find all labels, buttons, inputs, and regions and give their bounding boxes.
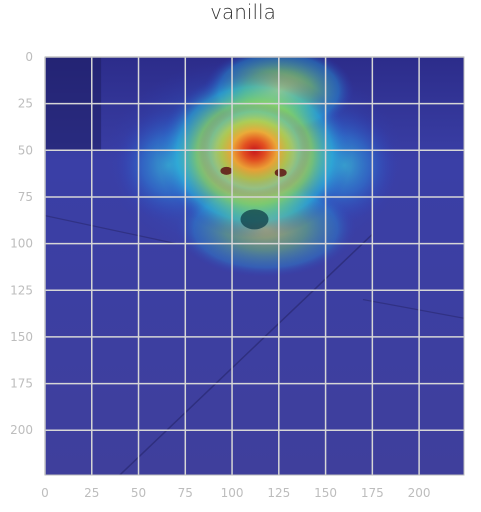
photo-floor-line [119, 233, 373, 475]
y-tick-label: 200 [10, 423, 33, 437]
x-tick-label: 100 [221, 486, 244, 500]
y-tick-label: 100 [10, 237, 33, 251]
x-tick-label: 75 [178, 486, 193, 500]
x-tick-label: 125 [267, 486, 290, 500]
y-tick-label: 50 [18, 143, 33, 157]
y-tick-label: 175 [10, 377, 33, 391]
photo-floor-line [45, 215, 177, 245]
x-tick-label: 175 [361, 486, 384, 500]
y-tick-label: 25 [18, 97, 33, 111]
heatmap-layer [104, 57, 405, 278]
dog-nose [240, 209, 269, 230]
x-tick-label: 25 [84, 486, 99, 500]
plot-frame [44, 56, 465, 476]
dog-eye [274, 168, 287, 177]
chart-title: vanilla [210, 0, 276, 24]
y-tick-label: 0 [25, 50, 33, 64]
x-tick-label: 150 [314, 486, 337, 500]
x-tick-label: 0 [41, 486, 49, 500]
x-tick-label: 50 [131, 486, 146, 500]
y-axis-ticks: 0 25 50 75 100 125 150 175 200 [10, 50, 33, 437]
y-tick-label: 150 [10, 330, 33, 344]
photo-floor-line [362, 298, 464, 319]
y-tick-label: 125 [10, 283, 33, 297]
x-axis-ticks: 0 25 50 75 100 125 150 175 200 [41, 486, 430, 500]
x-tick-label: 200 [408, 486, 431, 500]
dog-eye [220, 166, 233, 175]
plot-area [45, 57, 464, 475]
y-tick-label: 75 [18, 190, 33, 204]
